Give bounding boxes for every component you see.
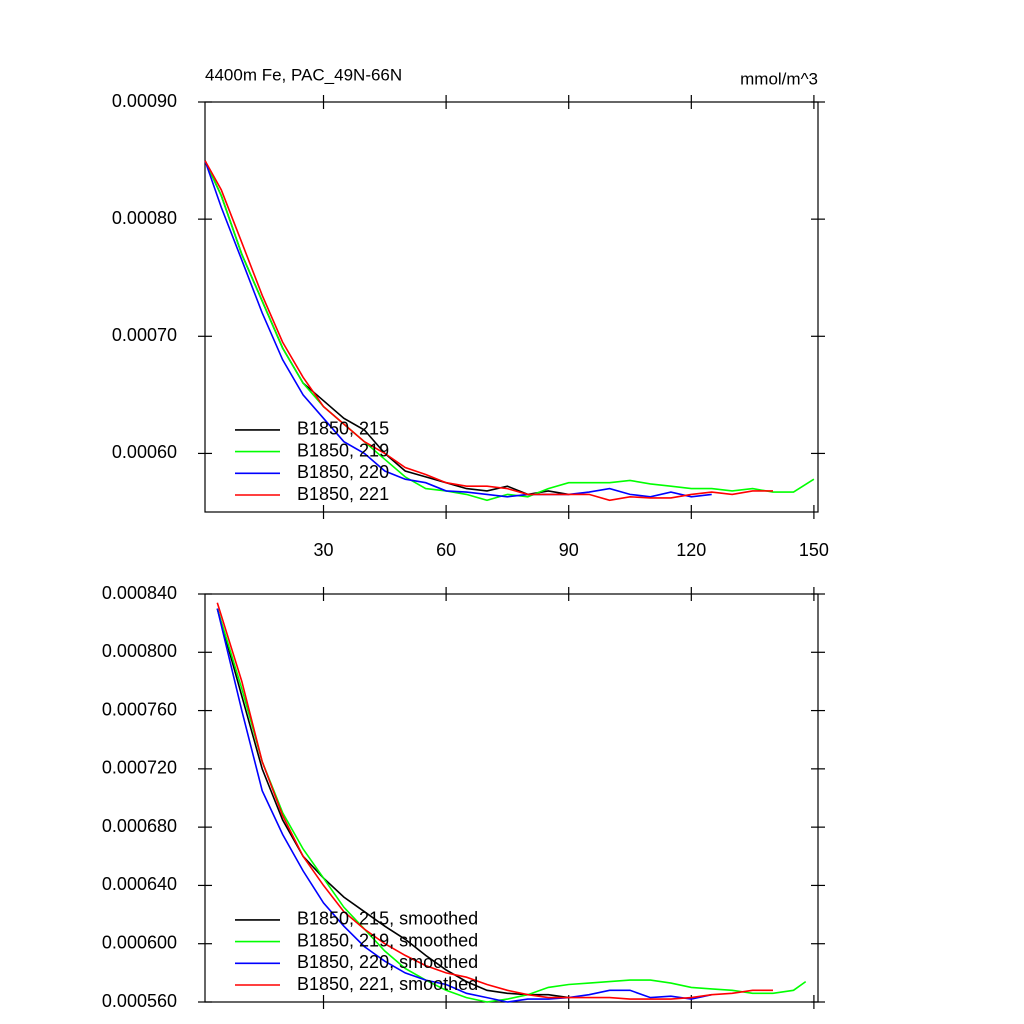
x-tick-label: 30: [313, 540, 333, 560]
data-line: [216, 608, 569, 999]
y-tick-label: 0.00070: [112, 325, 177, 345]
y-tick-label: 0.000600: [102, 932, 177, 952]
legend-label: B1850, 221, smoothed: [297, 974, 478, 994]
plot-frame: [204, 101, 819, 513]
x-tick-label: 60: [436, 540, 456, 560]
legend-label: B1850, 215, smoothed: [297, 909, 478, 929]
legend-label: B1850, 220, smoothed: [297, 952, 478, 972]
legend-label: B1850, 221: [297, 484, 389, 504]
x-tick-label: 120: [676, 540, 706, 560]
x-tick-label: 90: [559, 540, 579, 560]
y-tick-label: 0.000840: [102, 583, 177, 603]
y-tick-label: 0.00090: [112, 91, 177, 111]
y-tick-label: 0.00080: [112, 208, 177, 228]
y-tick-label: 0.00060: [112, 442, 177, 462]
units-label: mmol/m^3: [740, 69, 818, 88]
legend-label: B1850, 215: [297, 419, 389, 439]
y-tick-label: 0.000720: [102, 758, 177, 778]
data-line: [216, 608, 807, 1003]
x-tick-label: 150: [799, 540, 829, 560]
legend-label: B1850, 219, smoothed: [297, 930, 478, 950]
legend-label: B1850, 219: [297, 440, 389, 460]
data-line: [204, 160, 712, 498]
data-line: [204, 160, 815, 502]
data-line: [204, 160, 773, 502]
data-line: [216, 608, 712, 1003]
chart-title: 4400m Fe, PAC_49N-66N: [205, 65, 402, 84]
y-tick-label: 0.000560: [102, 991, 177, 1011]
y-tick-label: 0.000760: [102, 699, 177, 719]
data-line: [216, 602, 773, 1000]
legend-label: B1850, 220: [297, 462, 389, 482]
y-tick-label: 0.000640: [102, 874, 177, 894]
y-tick-label: 0.000800: [102, 641, 177, 661]
y-tick-label: 0.000680: [102, 816, 177, 836]
